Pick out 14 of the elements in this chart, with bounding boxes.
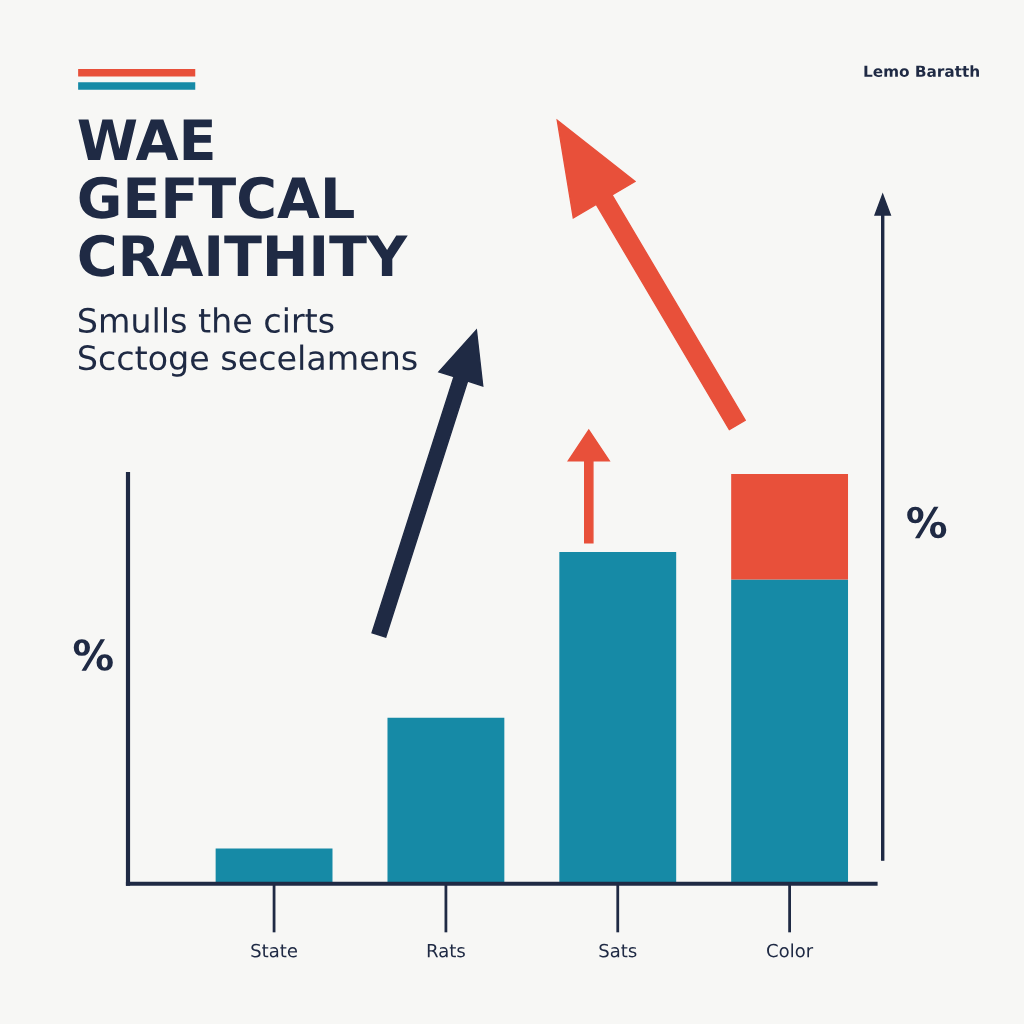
bar — [731, 579, 849, 884]
y-axis-title: % — [73, 639, 113, 671]
chart-subtitle: Smulls the cirts Scctoge secelamens — [79, 307, 417, 377]
text: Lemo Baratth — [864, 65, 979, 78]
text: % — [907, 506, 947, 539]
x-tick-label: Color — [767, 943, 814, 958]
bar — [731, 474, 849, 580]
bar — [559, 551, 677, 884]
chart-title: WAE GEFTCAL CRAITHITY — [78, 119, 408, 277]
bar — [387, 717, 505, 884]
bar — [215, 848, 333, 884]
x-tick-label: Rats — [427, 943, 465, 958]
x-tick-label: State — [251, 943, 297, 958]
x-tick-label: Sats — [599, 943, 637, 958]
